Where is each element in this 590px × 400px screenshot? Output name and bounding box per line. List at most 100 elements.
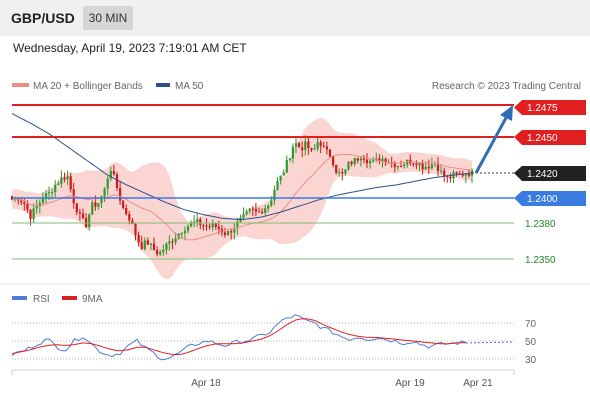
candle <box>362 155 365 164</box>
credit-label: Research © 2023 Trading Central <box>432 81 581 92</box>
candle <box>248 208 251 214</box>
rsi-ma-legend-label: 9MA <box>82 294 103 305</box>
candle <box>319 140 322 153</box>
candle <box>267 203 270 213</box>
candle <box>313 144 316 151</box>
candle <box>103 186 106 202</box>
candle <box>205 218 208 231</box>
candle <box>152 237 156 251</box>
candle <box>134 223 137 241</box>
candle <box>316 137 319 152</box>
candle <box>359 156 362 167</box>
candle <box>396 165 399 171</box>
rsi-legend-label: RSI <box>33 294 50 305</box>
candle <box>97 202 100 210</box>
candle <box>128 210 131 225</box>
candle <box>66 170 69 186</box>
candle <box>282 169 285 176</box>
candle <box>449 172 452 183</box>
x-tick-label: Apr 21 <box>463 378 493 389</box>
candle <box>109 166 112 182</box>
candle <box>328 149 332 159</box>
candle <box>57 180 60 186</box>
candle <box>223 227 227 238</box>
rsi-tick-50: 50 <box>525 337 537 348</box>
candle <box>32 203 35 223</box>
candle <box>230 228 233 240</box>
candle <box>455 171 458 177</box>
timestamp: Wednesday, April 19, 2023 7:19:01 AM CET <box>13 41 247 55</box>
candle <box>88 213 91 231</box>
candle <box>350 160 353 167</box>
candle <box>146 237 149 245</box>
candle <box>322 141 325 148</box>
candle <box>115 171 119 192</box>
candle <box>403 161 406 169</box>
candle <box>436 156 440 177</box>
candle <box>344 168 347 176</box>
level-label-s3: 1.2350 <box>525 255 556 266</box>
candle <box>168 234 171 251</box>
candle <box>149 242 152 251</box>
candle <box>171 238 174 250</box>
rsi-tick-70: 70 <box>525 319 537 330</box>
level-label-s2: 1.2380 <box>525 219 556 230</box>
candle <box>424 161 427 170</box>
svg-text:1.2475: 1.2475 <box>527 103 558 114</box>
projection-arrow <box>474 115 509 174</box>
candle <box>347 161 350 171</box>
candle <box>273 185 276 206</box>
candle <box>202 224 205 231</box>
candle <box>78 208 81 221</box>
candle <box>239 214 242 223</box>
candle <box>190 220 193 228</box>
candle <box>159 249 162 256</box>
ma50-legend-swatch <box>156 83 170 87</box>
candle <box>427 159 430 175</box>
candle <box>307 137 310 155</box>
candle <box>60 170 63 188</box>
level-tag-r1: 1.2450 <box>514 130 586 145</box>
rsi-line <box>11 314 467 361</box>
timeframe-selector[interactable]: 30 MIN <box>83 6 133 30</box>
candle <box>257 207 261 213</box>
candle <box>119 181 122 205</box>
x-tick-label: Apr 18 <box>191 378 221 389</box>
candle <box>443 167 446 182</box>
candle <box>44 189 48 205</box>
candle <box>23 198 26 211</box>
candle <box>399 160 403 168</box>
candle <box>341 168 344 181</box>
candle <box>35 199 38 214</box>
candle <box>186 224 190 234</box>
candle <box>106 176 109 196</box>
candle <box>254 202 257 217</box>
candle <box>183 226 186 241</box>
rsi-ma-legend-swatch <box>62 296 77 300</box>
candle <box>421 159 424 175</box>
candle <box>193 214 196 228</box>
svg-text:1.2450: 1.2450 <box>527 133 558 144</box>
candle <box>365 153 369 169</box>
candle <box>227 230 230 236</box>
candle <box>325 141 328 155</box>
rsi-extension <box>465 341 515 344</box>
symbol-title: GBP/USD <box>11 10 75 26</box>
candle <box>353 157 356 167</box>
candle <box>332 155 335 168</box>
rsi-legend-swatch <box>12 296 27 300</box>
level-tag-s1: 1.2400 <box>514 191 586 206</box>
candle <box>165 242 168 255</box>
candle <box>279 175 282 185</box>
candle <box>236 218 239 235</box>
candle <box>63 172 66 183</box>
candle <box>276 177 279 191</box>
candle <box>211 219 214 232</box>
candle <box>412 163 415 168</box>
candle <box>335 164 338 175</box>
candle <box>291 143 294 164</box>
candle <box>137 231 140 247</box>
candle <box>298 142 301 148</box>
